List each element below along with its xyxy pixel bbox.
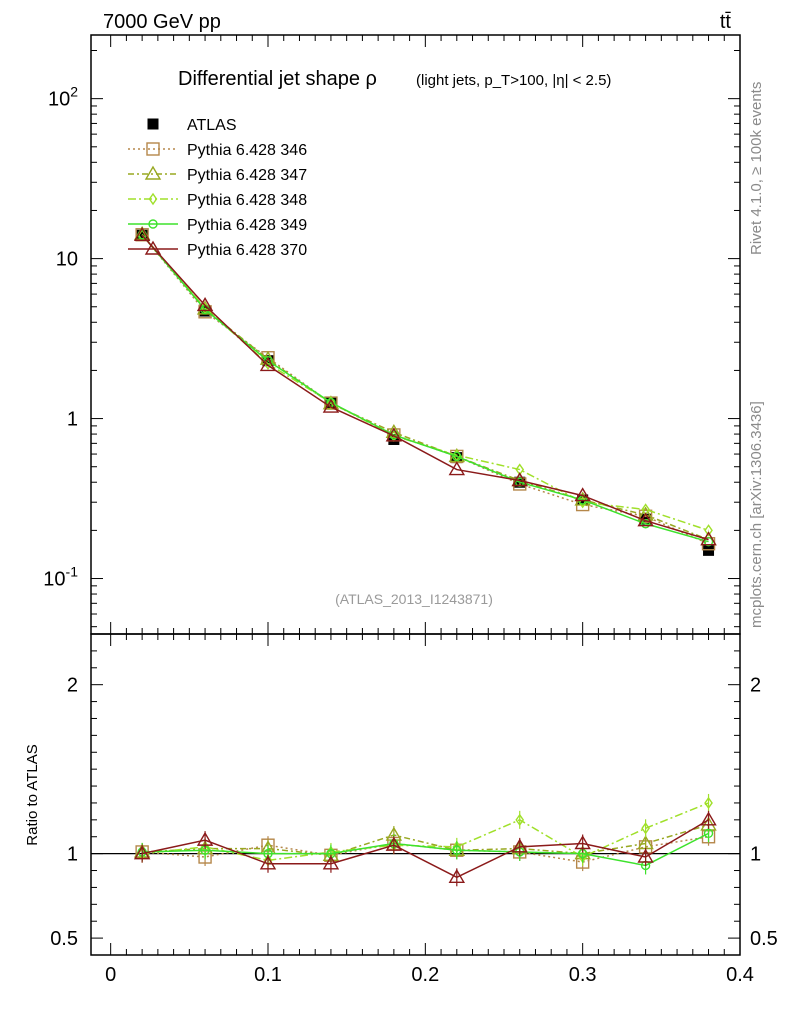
series-point-5 — [322, 398, 340, 413]
legend-marker-atlas — [147, 118, 159, 130]
series-point-3 — [704, 524, 713, 537]
ratio-point-5 — [700, 811, 717, 826]
series-point-5 — [511, 472, 528, 487]
ratio-point-5 — [133, 845, 151, 860]
series-point-1 — [638, 509, 653, 523]
ratio-point-5 — [259, 855, 277, 870]
ratio-tick-label-right: 2 — [750, 675, 761, 697]
series-line-1 — [141, 234, 709, 545]
ratio-point-5 — [385, 836, 403, 851]
legend-label-atlas: ATLAS — [187, 117, 237, 134]
ratio-tick-label-right: 1 — [750, 844, 761, 866]
legend-label-5: Pythia 6.428 370 — [187, 242, 307, 259]
chart-subtitle: (light jets, p_T>100, |η| < 2.5) — [416, 72, 611, 89]
ratio-ylabel: Ratio to ATLAS — [24, 744, 41, 845]
series-line-2 — [141, 233, 709, 541]
ratio-point-5 — [196, 831, 214, 846]
legend: ATLAS Pythia 6.428 346 Pythia 6.428 347 Pyt… — [128, 117, 307, 259]
ratio-line-5 — [141, 819, 709, 879]
series-point-2 — [385, 423, 403, 439]
series-point-5 — [133, 226, 151, 241]
series-line-3 — [141, 234, 709, 532]
series-point-5 — [448, 461, 466, 476]
y-tick-label: 102 — [48, 84, 78, 111]
ratio-point-5 — [322, 855, 340, 870]
ratio-point-3 — [641, 822, 650, 835]
series-point-5 — [385, 427, 403, 442]
tick-labels: 0 0.1 0.2 0.3 0.4 10-1 1 10 102 0.5 0.5 1 1 2 2 — [43, 84, 778, 986]
legend-label-1: Pythia 6.428 346 — [187, 142, 307, 159]
series-line-4 — [141, 234, 709, 543]
series-layer — [91, 225, 740, 887]
x-tick-label: 0.4 — [726, 964, 754, 986]
ratio-point-3 — [515, 813, 525, 827]
ratio-tick-label-right: 0.5 — [750, 928, 778, 950]
ratio-line-2 — [142, 824, 709, 857]
series-point-4 — [452, 451, 462, 462]
ratio-tick-label-left: 2 — [67, 675, 78, 697]
series-point-5 — [700, 531, 717, 546]
x-tick-label: 0.2 — [411, 964, 439, 986]
analysis-id: (ATLAS_2013_I1243871) — [335, 591, 493, 607]
series-point-5 — [259, 357, 277, 372]
series-line-5 — [141, 234, 709, 541]
legend-marker-1 — [146, 142, 160, 156]
ratio-frame — [90, 633, 741, 956]
ratio-point-5 — [574, 835, 591, 850]
ratio-point-4 — [703, 828, 714, 839]
legend-label-2: Pythia 6.428 347 — [187, 167, 307, 184]
source-label: mcplots.cern.ch [arXiv:1306.3436] — [748, 401, 765, 628]
y-tick-label: 10 — [56, 249, 78, 271]
x-tick-label: 0.1 — [254, 964, 282, 986]
legend-marker-4 — [148, 219, 158, 229]
ratio-tick-label-left: 1 — [67, 844, 78, 866]
ratio-point-4 — [452, 845, 462, 855]
series-point-5 — [637, 512, 654, 527]
legend-marker-5 — [144, 240, 162, 255]
rivet-label: Rivet 4.1.0, ≥ 100k events — [748, 82, 765, 255]
ratio-tick-label-left: 0.5 — [50, 928, 78, 950]
ratio-point-3 — [704, 796, 713, 810]
series-point-4 — [640, 519, 651, 529]
ratio-line-1 — [142, 835, 709, 863]
legend-marker-2 — [144, 165, 162, 180]
chart-title: Differential jet shape ρ — [178, 68, 377, 90]
ratio-point-5 — [448, 868, 466, 883]
process-label: tt̄ — [720, 11, 732, 33]
series-point-5 — [574, 487, 591, 502]
x-tick-label: 0.3 — [569, 964, 597, 986]
ratio-point-5 — [511, 838, 528, 853]
ratio-point-5 — [637, 848, 654, 863]
energy-label: 7000 GeV pp — [103, 11, 221, 33]
legend-label-4: Pythia 6.428 349 — [187, 217, 307, 234]
legend-label-3: Pythia 6.428 348 — [187, 192, 307, 209]
legend-marker-3 — [148, 192, 158, 206]
x-tick-label: 0 — [105, 964, 116, 986]
series-point-4 — [703, 536, 714, 547]
series-point-5 — [196, 296, 214, 312]
y-tick-label: 1 — [67, 409, 78, 431]
y-tick-label: 10-1 — [43, 564, 78, 591]
